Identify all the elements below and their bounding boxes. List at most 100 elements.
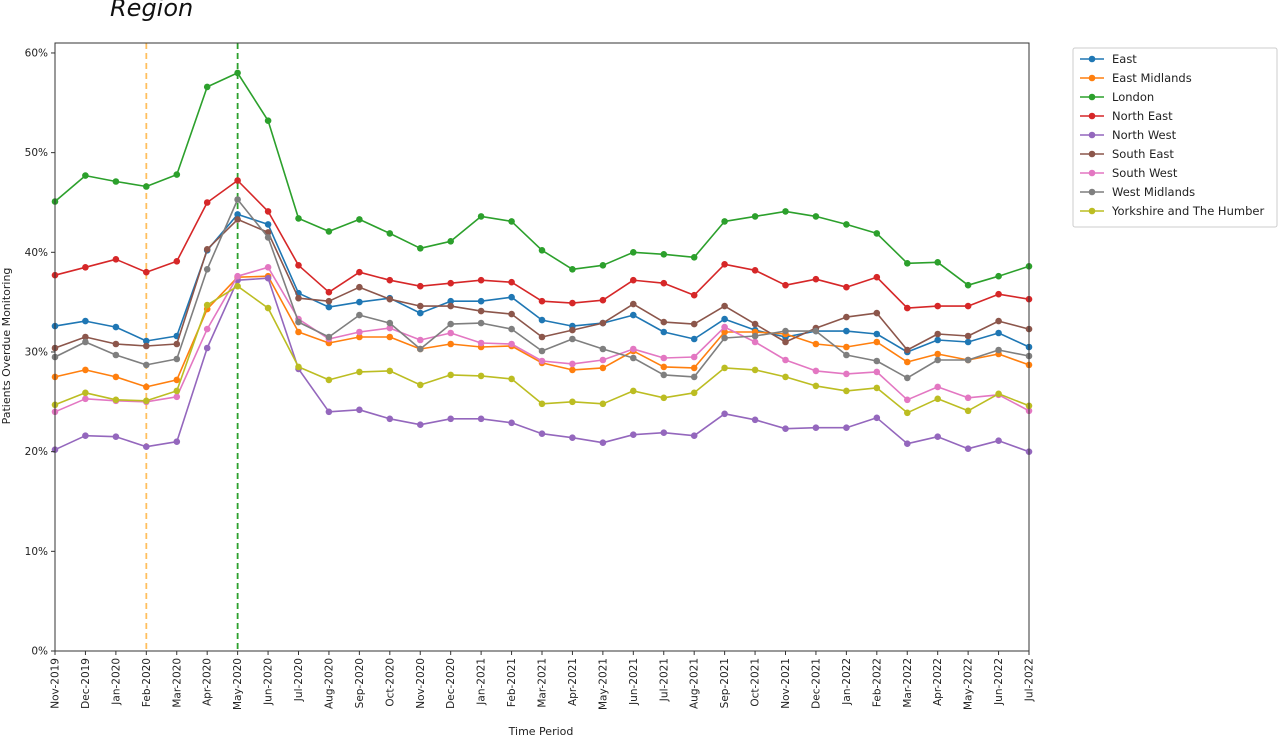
data-point-north-east [508, 278, 515, 286]
x-tick-label: Dec-2020 [445, 658, 457, 709]
x-tick-label: Mar-2021 [537, 658, 549, 708]
data-point-west-midlands [447, 320, 455, 328]
data-point-north-east [904, 304, 911, 312]
data-point-south-east [295, 294, 302, 302]
data-point-south-east [203, 246, 211, 253]
x-tick-label: Jul-2020 [293, 658, 305, 702]
data-point-london [964, 281, 972, 289]
data-point-north-west [203, 344, 211, 352]
data-point-yorkshire-and-the-humber [447, 371, 455, 379]
data-point-yorkshire-and-the-humber [630, 387, 637, 395]
legend-label: Yorkshire and The Humber [1111, 204, 1264, 218]
legend-entry-yorkshire-and-the-humber: Yorkshire and The Humber [1080, 204, 1264, 218]
data-point-south-east [782, 338, 789, 346]
data-point-south-west [203, 325, 211, 333]
x-tick-label: Nov-2021 [780, 658, 792, 709]
data-point-yorkshire-and-the-humber [173, 387, 181, 395]
data-point-london [508, 218, 515, 225]
x-tick-label: Aug-2021 [689, 658, 701, 709]
data-point-west-midlands [964, 356, 972, 364]
data-point-yorkshire-and-the-humber [295, 363, 302, 371]
data-point-east [508, 293, 515, 301]
data-point-west-midlands [264, 234, 272, 241]
legend-marker [1088, 207, 1096, 215]
data-point-london [477, 213, 485, 220]
data-point-london [721, 218, 728, 225]
data-point-yorkshire-and-the-humber [82, 389, 89, 397]
series-london [51, 69, 1033, 289]
data-point-yorkshire-and-the-humber [356, 368, 363, 376]
data-point-south-east [721, 302, 728, 310]
data-point-yorkshire-and-the-humber [660, 394, 668, 402]
data-point-south-east [995, 317, 1002, 325]
data-point-south-west [751, 338, 759, 346]
data-point-east-midlands [112, 373, 120, 381]
data-point-east [477, 297, 485, 305]
data-point-yorkshire-and-the-humber [934, 395, 941, 403]
data-point-london [203, 83, 211, 91]
data-point-north-west [630, 431, 637, 439]
y-tick-label: 0% [31, 646, 48, 658]
data-point-east [934, 336, 941, 344]
data-point-south-east [112, 340, 120, 348]
data-point-yorkshire-and-the-humber [417, 381, 424, 389]
data-point-london [690, 253, 698, 261]
data-point-london [843, 221, 850, 228]
data-point-north-east [356, 268, 363, 276]
data-point-north-east [660, 279, 668, 287]
legend-marker [1088, 55, 1096, 63]
data-point-south-east [234, 216, 241, 223]
legend-marker [1088, 74, 1096, 82]
data-point-south-east [417, 302, 424, 310]
legend-marker [1088, 112, 1096, 120]
data-point-london [325, 228, 333, 235]
x-tick-label: Sep-2021 [719, 658, 731, 708]
data-point-london [934, 259, 941, 266]
data-point-south-east [873, 309, 881, 317]
data-point-london [82, 172, 89, 179]
x-tick-label: Oct-2020 [384, 658, 396, 707]
data-point-north-east [112, 255, 120, 263]
data-point-east-midlands [82, 366, 89, 374]
data-point-north-west [538, 430, 546, 438]
data-point-yorkshire-and-the-humber [782, 373, 789, 381]
data-point-london [599, 262, 607, 269]
data-point-yorkshire-and-the-humber [112, 396, 120, 404]
data-point-east [82, 317, 89, 325]
data-point-south-west [873, 368, 881, 376]
data-point-london [112, 178, 120, 185]
data-point-south-east [843, 313, 850, 321]
data-point-north-east [964, 302, 972, 310]
data-point-london [782, 208, 789, 215]
data-point-london [904, 260, 911, 267]
x-axis: Nov-2019 Dec-2019 Jan-2020 Feb-2020 Mar-2020… [50, 651, 1036, 710]
data-point-north-east [690, 291, 698, 299]
data-point-london [995, 272, 1002, 280]
data-point-south-west [508, 340, 515, 348]
data-point-west-midlands [538, 347, 546, 355]
data-point-yorkshire-and-the-humber [843, 387, 850, 395]
data-point-south-west [660, 354, 668, 362]
x-tick-label: Oct-2021 [750, 658, 762, 707]
legend-marker [1088, 169, 1096, 177]
data-point-north-east [934, 302, 941, 310]
x-tick-label: Nov-2020 [415, 658, 427, 709]
data-point-south-east [386, 295, 394, 303]
data-point-london [173, 171, 181, 178]
data-point-south-west [538, 357, 546, 365]
data-point-south-west [690, 353, 698, 361]
data-point-north-east [234, 177, 241, 184]
data-point-north-west [264, 274, 272, 282]
data-point-south-east [599, 319, 607, 327]
data-point-yorkshire-and-the-humber [904, 409, 911, 417]
data-point-yorkshire-and-the-humber [995, 390, 1002, 398]
data-point-east-midlands [386, 333, 394, 341]
legend-entry-london: London [1080, 90, 1154, 104]
data-point-yorkshire-and-the-humber [812, 382, 820, 390]
data-point-north-west [690, 432, 698, 440]
data-point-london [417, 245, 424, 252]
x-tick-label: Aug-2020 [323, 658, 335, 709]
y-tick-label: 20% [25, 446, 48, 458]
data-point-north-east [599, 296, 607, 304]
x-tick-label: Apr-2022 [932, 658, 944, 706]
